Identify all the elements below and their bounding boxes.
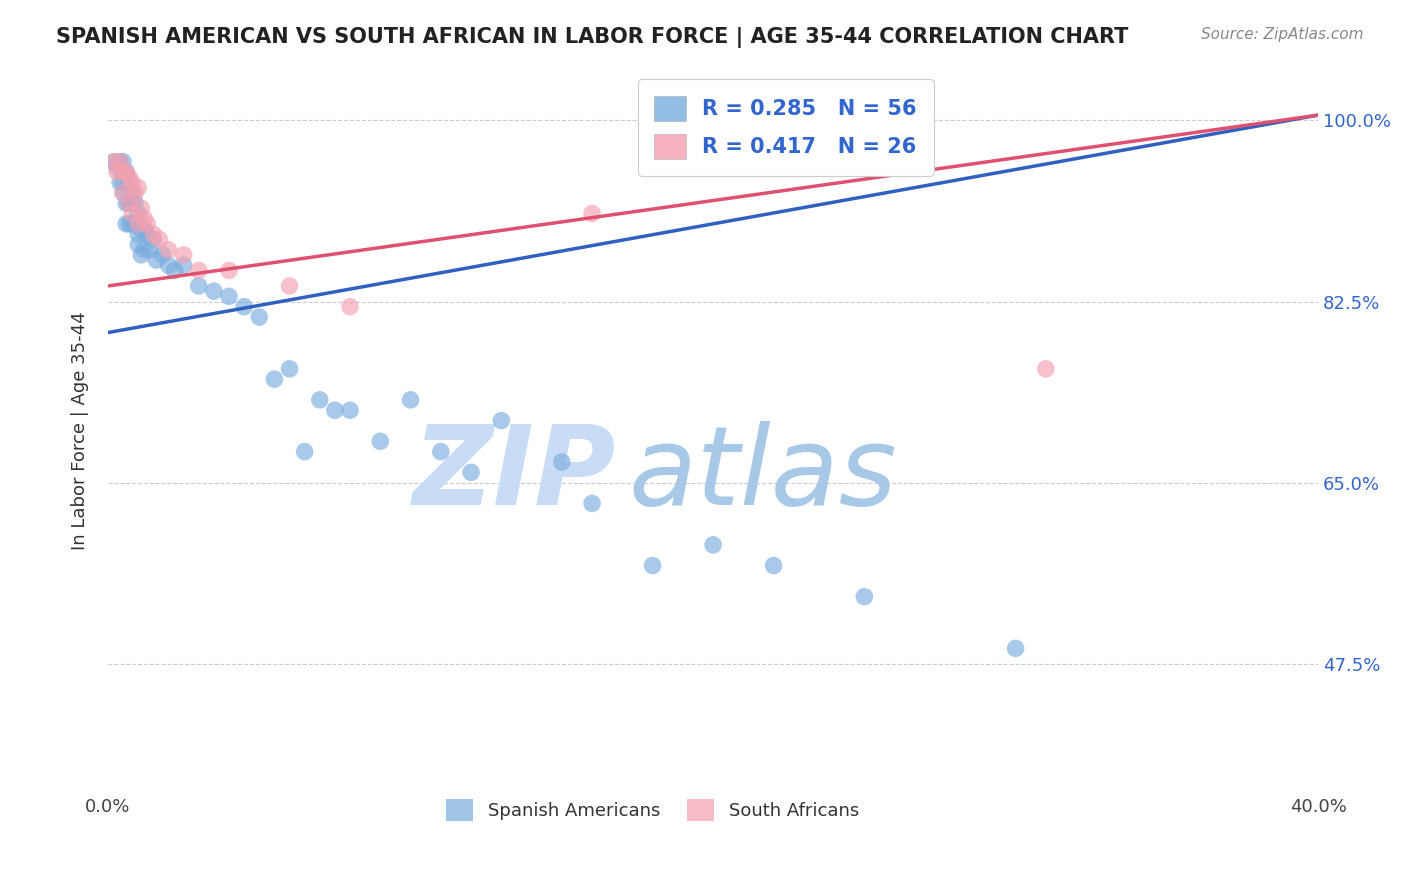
Point (134, 211, 156, 226)
Point (1035, 361, 1057, 376)
Point (157, 258, 180, 272)
Point (121, 196, 143, 211)
Point (124, 186, 146, 200)
Point (127, 180, 149, 194)
Point (108, 154, 131, 169)
Point (339, 300, 361, 314)
Point (163, 263, 186, 277)
Point (134, 243, 156, 257)
Point (108, 154, 131, 169)
Point (233, 300, 256, 314)
Point (187, 263, 209, 277)
Point (127, 206, 149, 220)
Point (308, 392, 330, 407)
Point (157, 243, 180, 257)
Point (129, 222, 152, 236)
Point (103, 154, 125, 169)
Point (112, 176, 135, 190)
Point (853, 590, 876, 604)
Point (429, 444, 451, 458)
Point (134, 222, 156, 236)
Point (115, 165, 138, 179)
Point (187, 279, 209, 293)
Point (124, 196, 146, 211)
Point (152, 248, 174, 262)
Point (118, 176, 141, 190)
Point (112, 165, 135, 179)
Point (127, 217, 149, 231)
Text: SPANISH AMERICAN VS SOUTH AFRICAN IN LABOR FORCE | AGE 35-44 CORRELATION CHART: SPANISH AMERICAN VS SOUTH AFRICAN IN LAB… (56, 27, 1129, 48)
Point (118, 217, 141, 231)
Point (294, 444, 316, 458)
Point (460, 466, 482, 480)
Point (491, 414, 513, 428)
Point (263, 372, 285, 386)
Point (115, 217, 138, 231)
Point (145, 253, 167, 268)
Point (278, 361, 301, 376)
Point (218, 289, 240, 303)
Point (103, 154, 125, 169)
Point (142, 232, 165, 246)
Point (105, 165, 128, 179)
Point (112, 186, 135, 200)
Point (118, 196, 141, 211)
Y-axis label: In Labor Force | Age 35-44: In Labor Force | Age 35-44 (72, 311, 89, 550)
Point (202, 284, 225, 298)
Point (121, 217, 143, 231)
Point (323, 403, 346, 417)
Point (218, 263, 240, 277)
Point (129, 248, 152, 262)
Point (702, 538, 724, 552)
Point (127, 227, 149, 242)
Text: Source: ZipAtlas.com: Source: ZipAtlas.com (1201, 27, 1364, 42)
Point (127, 237, 149, 252)
Point (136, 217, 159, 231)
Point (112, 186, 135, 200)
Point (118, 170, 141, 185)
Text: ZIP: ZIP (413, 421, 616, 528)
Point (762, 558, 785, 573)
Point (641, 558, 664, 573)
Point (247, 310, 270, 324)
Point (142, 227, 165, 242)
Point (121, 186, 143, 200)
Point (115, 196, 138, 211)
Point (139, 243, 162, 257)
Point (581, 206, 603, 220)
Point (108, 176, 131, 190)
Point (121, 176, 143, 190)
Point (551, 455, 574, 469)
Point (278, 279, 301, 293)
Point (173, 258, 195, 272)
Point (173, 248, 195, 262)
Text: atlas: atlas (628, 421, 897, 528)
Point (581, 496, 603, 510)
Point (399, 392, 422, 407)
Point (129, 202, 152, 216)
Point (105, 160, 128, 174)
Point (112, 154, 135, 169)
Point (121, 206, 143, 220)
Point (148, 232, 170, 246)
Point (118, 196, 141, 211)
Point (339, 403, 361, 417)
Point (1004, 641, 1026, 656)
Point (136, 227, 159, 242)
Point (124, 217, 146, 231)
Legend: Spanish Americans, South Africans: Spanish Americans, South Africans (432, 784, 873, 835)
Point (115, 165, 138, 179)
Point (368, 434, 391, 449)
